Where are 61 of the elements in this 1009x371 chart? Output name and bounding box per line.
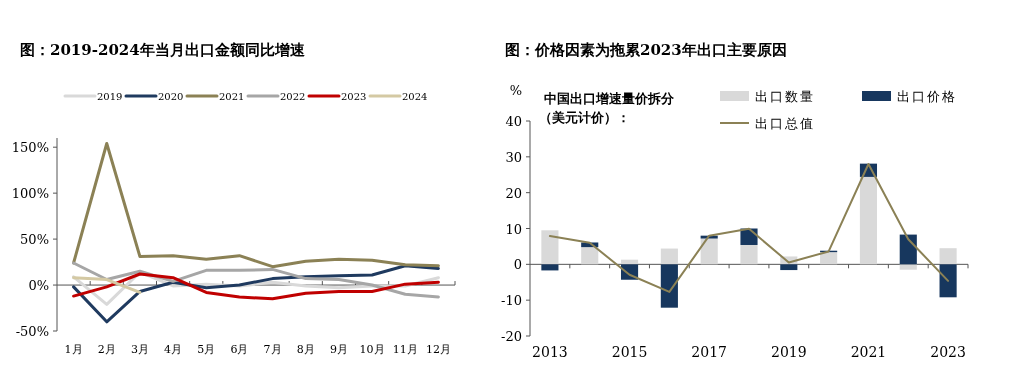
y-tick-label: -50%	[15, 324, 49, 339]
bar	[939, 264, 957, 298]
x-tick-label: 2月	[97, 343, 116, 356]
bar	[700, 238, 718, 265]
bar	[740, 244, 758, 265]
legend-label: 2022	[280, 91, 306, 102]
x-tick-label: 6月	[230, 343, 249, 356]
bar	[899, 264, 917, 270]
bar	[581, 247, 599, 265]
y-tick-label: 40	[505, 114, 522, 129]
legend-label: 2021	[219, 91, 245, 102]
y-tick-label: -10	[501, 293, 522, 309]
x-tick-label: 11月	[392, 343, 418, 356]
x-tick-label: 5月	[197, 343, 216, 356]
y-tick-label: 20	[505, 185, 522, 201]
text: 中国出口增速量价拆分	[544, 91, 675, 106]
line-series	[548, 163, 950, 293]
x-tick-label: 2019	[771, 344, 807, 360]
line-series	[72, 261, 440, 299]
legend-label: 2023	[341, 91, 367, 102]
y-tick-label: 0	[513, 257, 522, 273]
bar	[780, 264, 798, 271]
bar	[859, 176, 878, 265]
bar	[660, 264, 678, 308]
y-tick-label: 50%	[20, 232, 49, 248]
x-tick-label: 2023	[930, 344, 966, 360]
x-tick-label: 3月	[130, 343, 149, 356]
x-tick-label: 4月	[164, 343, 183, 356]
y-tick-label: 100%	[11, 186, 49, 202]
y-tick-label: -20	[501, 329, 522, 344]
x-tick-label: 2015	[611, 344, 648, 360]
bar	[541, 264, 559, 271]
x-tick-label: 2017	[691, 344, 727, 360]
y-axis-title: %	[509, 83, 523, 98]
x-tick-label: 10月	[359, 343, 385, 356]
x-tick-label: 2021	[850, 344, 887, 360]
bar	[899, 234, 917, 265]
line-series	[72, 142, 440, 269]
bar	[660, 248, 678, 265]
chart-title: 图：2019-2024年当月出口金额同比增速	[20, 41, 306, 59]
x-tick-label: 7月	[263, 343, 282, 356]
x-tick-label: 2013	[532, 344, 568, 360]
bar	[820, 252, 838, 265]
y-tick-label: 30	[505, 149, 522, 165]
y-tick-label: 150%	[11, 140, 49, 156]
x-tick-label: 12月	[425, 343, 451, 356]
chart-title: 图：价格因素为拖累2023年出口主要原因	[505, 41, 787, 59]
legend-label: 出口价格	[897, 89, 957, 104]
bar	[939, 248, 957, 265]
annotation: （美元计价）：	[539, 110, 630, 125]
legend-label: 2020	[158, 91, 184, 102]
x-tick-label: 1月	[64, 343, 83, 356]
x-tick-label: 9月	[329, 343, 348, 356]
legend-label: 2024	[402, 91, 428, 102]
legend-label: 出口总值	[755, 116, 815, 131]
bar	[541, 230, 559, 265]
x-tick-label: 8月	[296, 343, 315, 356]
y-tick-label: 0%	[28, 278, 49, 294]
legend-label: 2019	[97, 91, 123, 102]
y-tick-label: 10	[505, 221, 522, 237]
legend-label: 出口数量	[755, 89, 815, 104]
